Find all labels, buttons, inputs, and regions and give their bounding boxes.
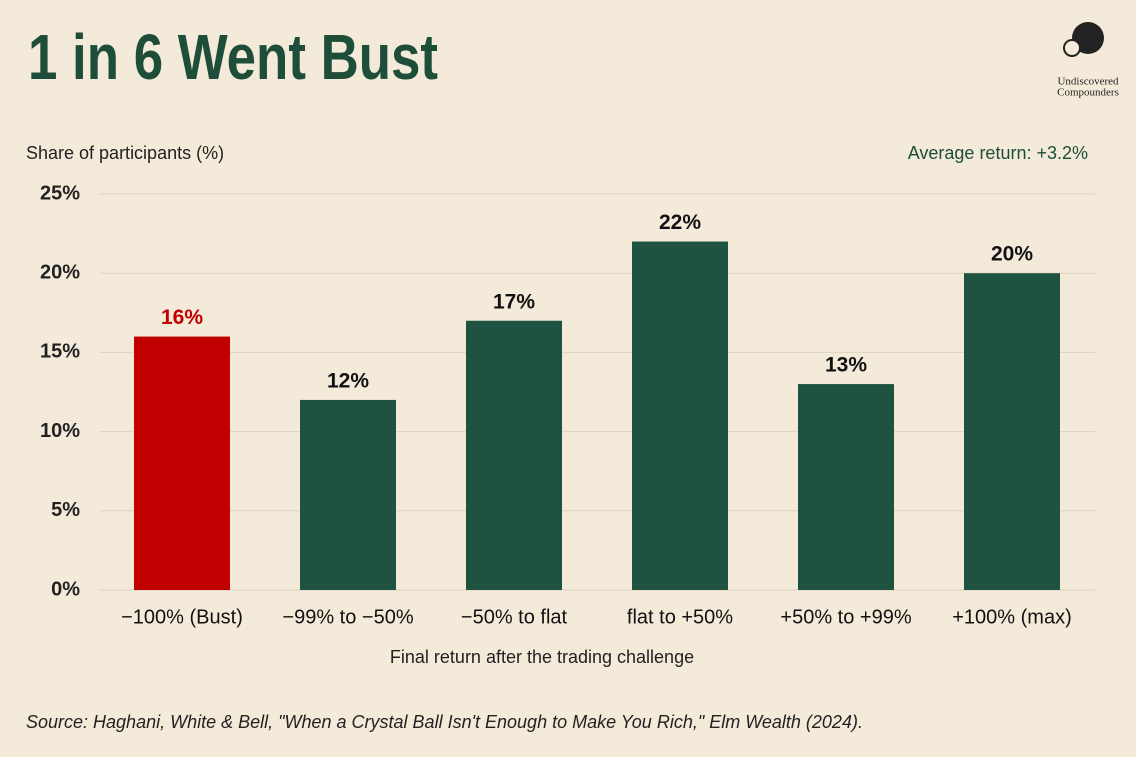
y-tick-label: 10%	[40, 420, 80, 442]
logo: Undiscovered Compounders	[1057, 22, 1119, 99]
logo-text: Undiscovered	[1057, 76, 1119, 88]
y-tick-label: 15%	[40, 341, 80, 363]
y-tick-label: 25%	[40, 182, 80, 204]
bar	[632, 241, 728, 590]
value-label: 20%	[991, 243, 1033, 266]
bar	[798, 384, 894, 590]
x-tick-label: −99% to −50%	[282, 606, 413, 628]
logo-lens	[1063, 39, 1081, 57]
x-tick-label: −100% (Bust)	[121, 606, 243, 628]
x-tick-label: flat to +50%	[627, 606, 733, 628]
x-tick-label: +50% to +99%	[780, 606, 911, 628]
y-tick-label: 5%	[51, 499, 80, 521]
annotation: Average return: +3.2%	[908, 143, 1088, 163]
y-tick-label: 0%	[51, 578, 80, 600]
bar	[134, 336, 230, 590]
y-tick-label: 20%	[40, 261, 80, 283]
x-axis-label: Final return after the trading challenge	[390, 647, 694, 667]
value-label: 13%	[825, 354, 867, 377]
logo-text: Compounders	[1057, 87, 1119, 99]
bar	[300, 399, 396, 590]
y-axis-label: Share of participants (%)	[26, 143, 224, 163]
value-label: 12%	[327, 369, 369, 392]
source: Source: Haghani, White & Bell, "When a C…	[26, 712, 863, 732]
value-label: 22%	[659, 211, 701, 234]
bar	[964, 273, 1060, 590]
bar	[466, 320, 562, 590]
value-label: 17%	[493, 290, 535, 313]
chart-title: 1 in 6 Went Bust	[28, 21, 438, 93]
value-label: 16%	[161, 306, 203, 329]
x-tick-label: +100% (max)	[952, 606, 1072, 628]
x-tick-label: −50% to flat	[461, 606, 568, 628]
